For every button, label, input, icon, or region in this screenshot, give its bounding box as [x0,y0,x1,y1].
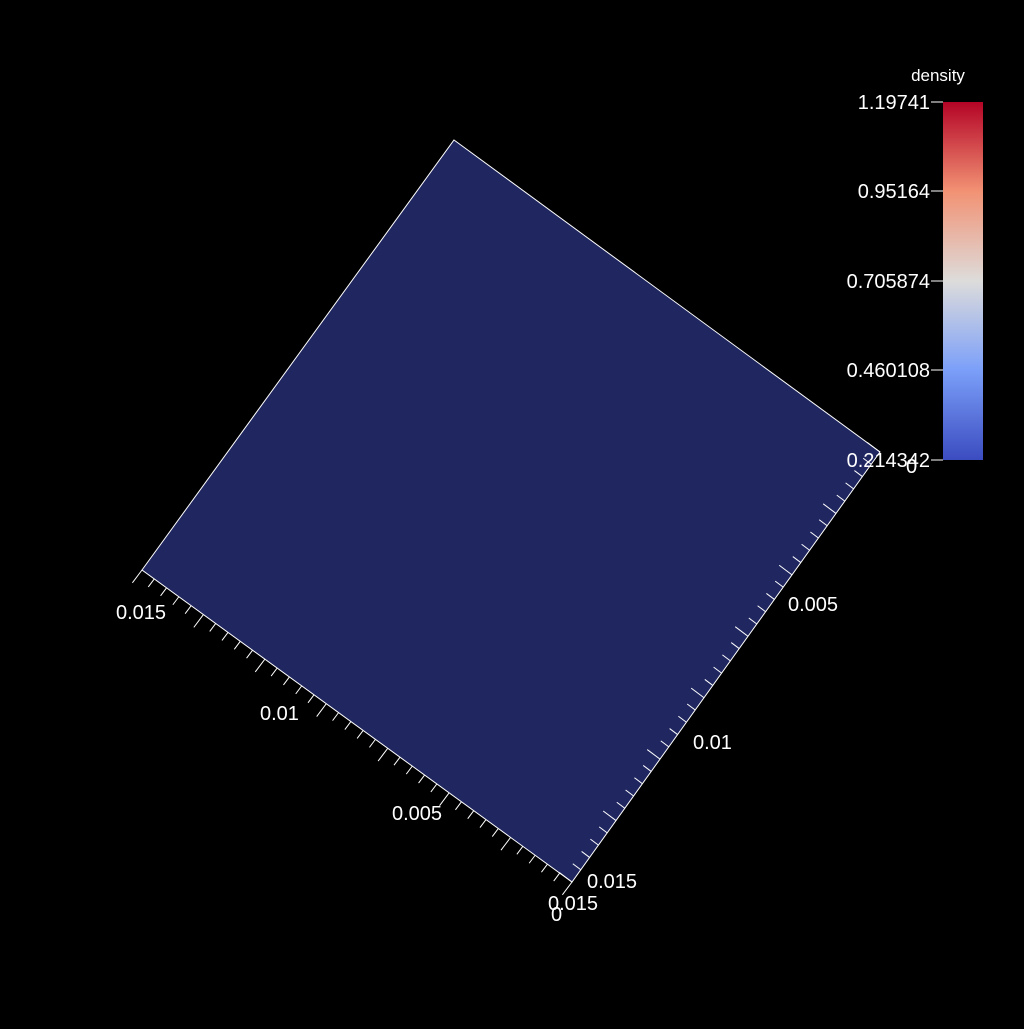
right-edge-tick [836,494,846,502]
left-edge-tick [356,730,364,739]
right-edge-tick [778,564,793,576]
right-edge-tick [792,556,802,563]
left-edge-tick [233,641,241,650]
scalar-bar-title: density [911,66,965,85]
left-edge-tick [283,676,290,686]
left-edge-tick [209,623,217,632]
right-edge-tick [634,777,643,785]
left-edge-tick [254,658,266,673]
axis-label-right-1: 0.005 [788,594,838,616]
scalar-bar-label-4: 0.214342 [847,450,930,472]
right-edge-tick [722,654,731,662]
left-edge-tick [295,685,303,695]
right-edge-tick [642,765,652,772]
left-edge-tick [193,614,204,628]
left-edge-tick [172,596,180,606]
right-edge-tick [690,687,705,699]
left-edge-tick [369,739,376,748]
axis-ticks [131,441,881,896]
left-edge-tick [393,756,401,766]
axis-label-corner: 0.015 [548,893,598,915]
right-edge-tick [730,642,740,649]
left-edge-tick [270,667,278,677]
right-edge-tick [616,801,626,809]
left-edge-tick [131,569,143,584]
right-edge-tick [766,593,775,600]
right-edge-tick [660,740,670,748]
right-edge-tick [704,679,714,686]
right-edge-tick [845,482,854,490]
left-edge-tick [246,649,253,659]
right-edge-tick [757,605,766,613]
left-edge-labels: 0.015 0.01 0.005 0 [116,602,562,926]
left-edge-tick [528,854,536,864]
right-edge-tick [810,531,819,539]
density-surface [141,139,881,883]
right-edge-tick [854,470,863,477]
scalar-bar-ticks [931,101,943,461]
right-edge-tick [558,872,573,883]
right-edge-tick [734,626,749,637]
right-edge-tick [713,666,722,674]
right-edge-tick [822,503,837,514]
left-edge-tick [430,783,438,793]
right-edge-tick [625,789,634,797]
right-edge-tick [818,519,828,527]
scalar-bar-label-0: 1.19741 [858,92,930,114]
left-edge-tick [516,846,524,855]
left-edge-tick [418,774,425,784]
axis-label-right-0: 0 [906,456,917,478]
scalar-bar-label-3: 0.460108 [847,360,930,382]
axis-label-right-2: 0.01 [693,732,732,754]
left-edge-tick [160,587,167,597]
axis-label-left-0: 0.015 [116,602,166,624]
left-edge-tick [439,792,450,806]
right-edge-tick [646,749,661,760]
axis-label-right-3: 0.015 [587,871,637,893]
right-edge-tick [572,863,582,871]
scalar-bar[interactable]: density 1.19741 0.95164 0.705874 0.46010… [847,66,983,472]
left-edge-tick [147,578,155,588]
right-edge-tick [678,715,687,723]
left-edge-tick [377,747,389,762]
right-edge-tick [590,838,599,846]
left-edge-tick [479,819,487,828]
right-edge-tick [598,826,608,834]
left-edge-tick [316,703,327,717]
left-edge-tick [541,863,548,873]
right-edge-tick [686,703,696,711]
left-edge-tick [467,810,475,819]
right-edge-tick [774,580,784,588]
scalar-bar-label-2: 0.705874 [847,271,930,293]
right-edge-tick [581,851,590,858]
left-edge-tick [221,632,229,641]
right-edge-tick [862,457,872,465]
scalar-bar-gradient [943,102,983,460]
left-edge-tick [405,765,413,775]
axis-label-left-2: 0.005 [392,803,442,825]
right-edge-tick [602,810,617,821]
left-edge-tick [553,872,561,882]
left-edge-tick [307,694,315,704]
scalar-bar-label-1: 0.95164 [858,181,930,203]
left-edge-tick [332,712,339,721]
axis-label-left-1: 0.01 [260,703,299,725]
right-edge-tick [748,617,758,625]
right-edge-tick [866,441,881,453]
right-edge-labels: 0 0.005 0.01 0.015 [587,456,917,893]
left-edge-tick [184,605,192,614]
left-edge-tick [344,721,352,730]
left-edge-tick [500,837,511,851]
axis-label-left-3: 0 [551,904,562,926]
left-edge-tick [491,828,499,837]
right-edge-tick [801,543,810,551]
left-edge-tick [455,801,462,811]
right-edge-tick [669,728,678,735]
left-edge-tick [562,881,573,896]
